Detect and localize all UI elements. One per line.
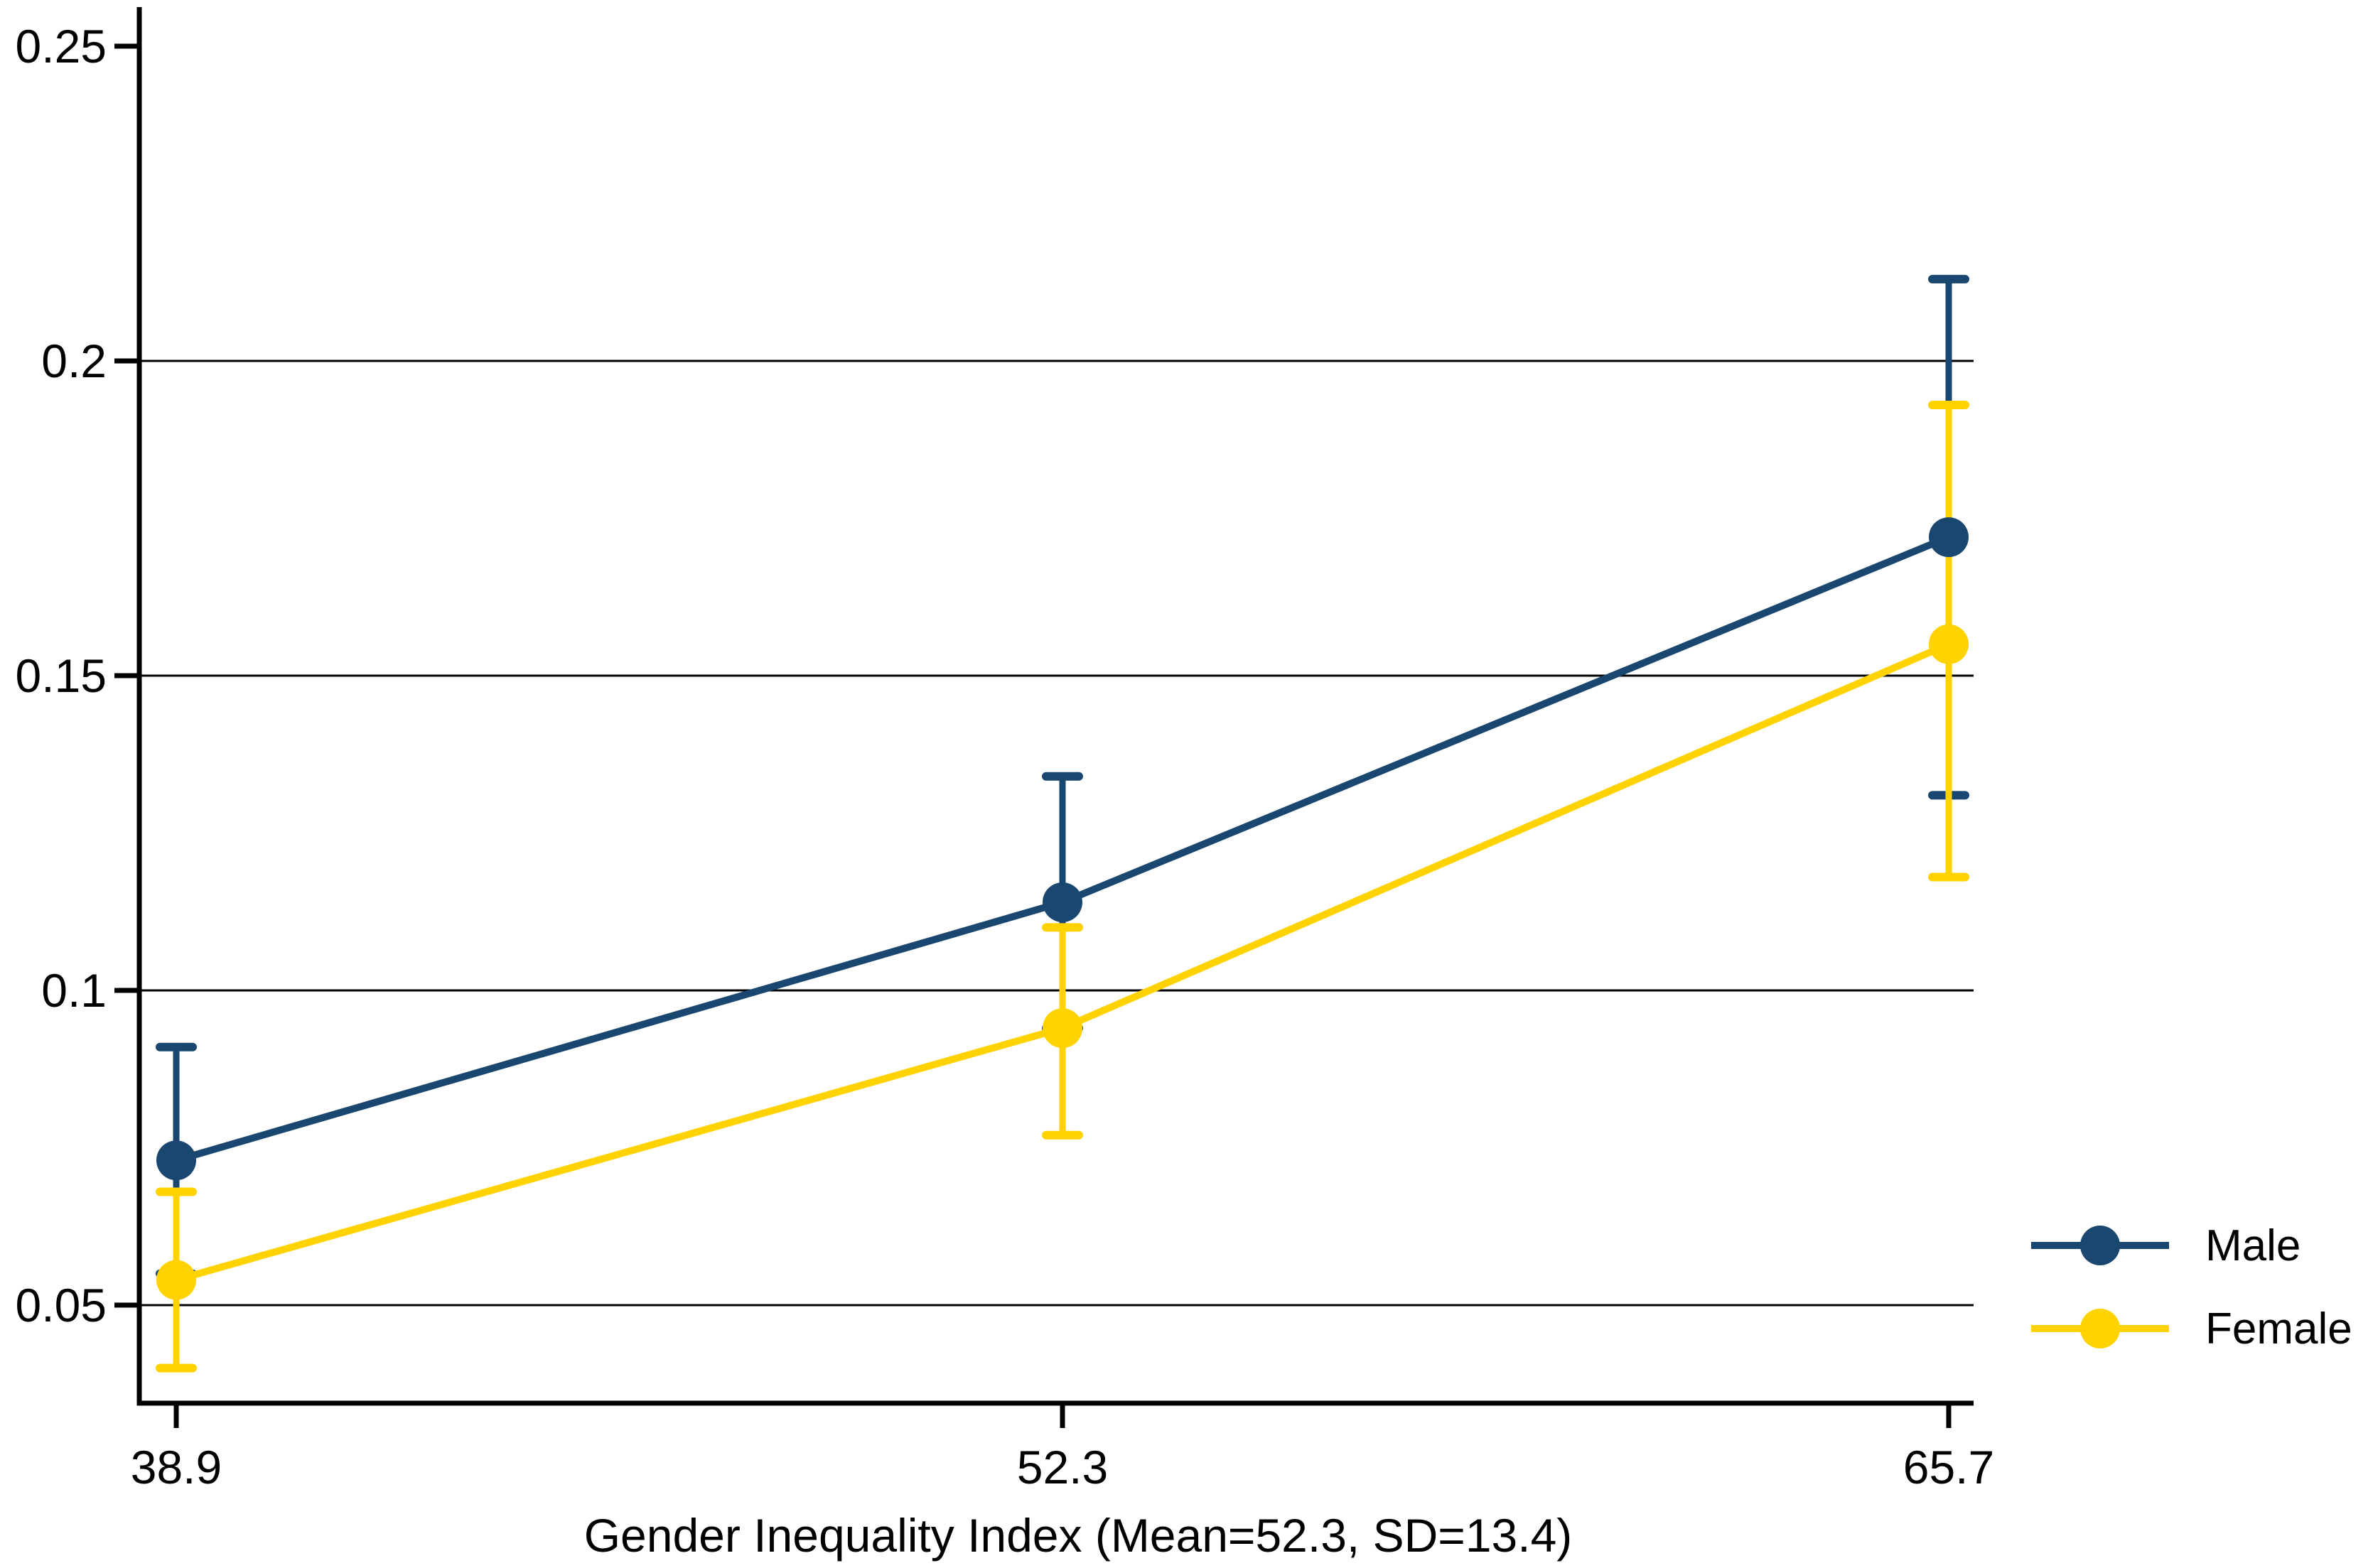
legend-marker-female xyxy=(2080,1309,2120,1348)
y-tick-label: 0.1 xyxy=(41,964,107,1017)
legend-label-female: Female xyxy=(2205,1304,2352,1353)
male-marker xyxy=(156,1140,196,1181)
x-tick-label: 52.3 xyxy=(1017,1441,1108,1493)
female-marker xyxy=(1929,624,1969,664)
x-axis-title: Gender Inequality Index (Mean=52.3, SD=1… xyxy=(584,1509,1573,1562)
male-marker xyxy=(1043,882,1082,922)
x-tick-label: 38.9 xyxy=(131,1441,222,1493)
y-tick-label: 0.25 xyxy=(16,20,107,72)
male-marker xyxy=(1929,517,1969,558)
y-tick-label: 0.05 xyxy=(16,1279,107,1331)
female-marker xyxy=(156,1260,196,1300)
y-tick-label: 0.2 xyxy=(41,335,107,387)
x-tick-label: 65.7 xyxy=(1903,1441,1994,1493)
y-tick-label: 0.15 xyxy=(16,649,107,702)
female-marker xyxy=(1043,1008,1082,1049)
legend-label-male: Male xyxy=(2205,1221,2301,1270)
legend-marker-male xyxy=(2080,1226,2120,1265)
